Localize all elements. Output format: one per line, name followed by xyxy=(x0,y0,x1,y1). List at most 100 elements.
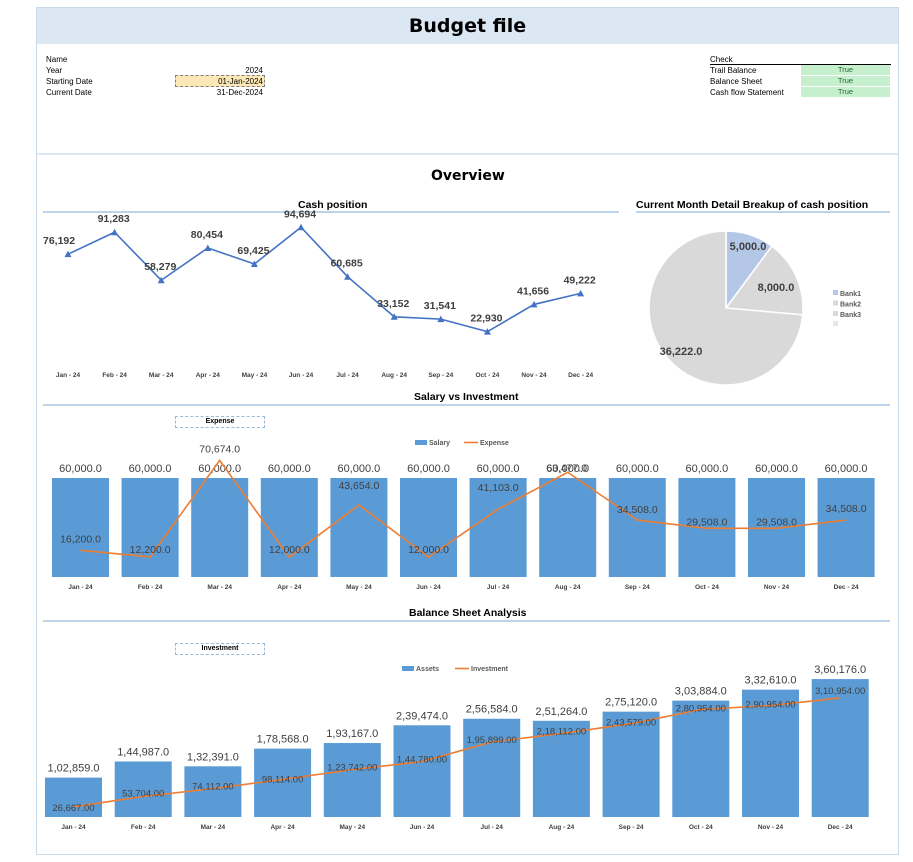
cash-position-data-label: 76,192 xyxy=(43,235,75,247)
balance-x-tick: Feb - 24 xyxy=(131,824,156,831)
cash-position-data-label: 33,152 xyxy=(377,298,409,310)
balance-x-tick: Jan - 24 xyxy=(61,824,86,831)
salary-x-tick: Aug - 24 xyxy=(555,584,581,591)
balance-sheet-title: Balance Sheet Analysis xyxy=(409,607,527,619)
balance-bar-label: 1,02,859.0 xyxy=(48,763,100,775)
balance-bar xyxy=(393,725,451,817)
info-label-name: Name xyxy=(46,55,68,64)
cash-position-x-tick: Mar - 24 xyxy=(149,372,174,379)
salary-bar-label: 60,000.0 xyxy=(407,463,450,475)
dashboard-frame xyxy=(36,7,899,855)
expense-filter-button[interactable]: Expense xyxy=(175,416,265,428)
cash-position-line xyxy=(67,226,581,333)
cash-position-data-label: 91,283 xyxy=(98,213,130,225)
balance-line-label: 98,114.00 xyxy=(262,774,304,785)
cash-position-point xyxy=(250,260,258,268)
balance-bar xyxy=(45,777,102,817)
starting-date-cell[interactable] xyxy=(175,75,265,87)
pie-legend-label: Bank2 xyxy=(840,302,861,309)
cash-position-point xyxy=(64,250,72,258)
cash-position-data-label: 22,930 xyxy=(470,313,502,325)
salary-line-label: 29,508.0 xyxy=(686,516,727,528)
balance-bar xyxy=(323,743,381,817)
salary-bar-label: 60,000.0 xyxy=(198,463,241,475)
balance-x-tick: Mar - 24 xyxy=(201,824,226,831)
cash-position-point xyxy=(204,244,212,251)
balance-line-label: 2,43,579.00 xyxy=(606,718,656,729)
overview-title: Overview xyxy=(431,168,505,184)
cash-position-x-tick: Dec - 24 xyxy=(568,372,593,379)
salary-bar-label: 60,000.0 xyxy=(268,463,311,475)
balance-bar xyxy=(672,700,730,817)
check-value-trail-balance[interactable]: True xyxy=(801,65,890,75)
check-label-trail-balance: Trail Balance xyxy=(710,66,757,75)
balance-line-label: 74,112.00 xyxy=(192,782,234,793)
cash-position-x-tick: Feb - 24 xyxy=(102,372,127,379)
balance-bar xyxy=(114,761,172,817)
cash-position-point xyxy=(577,289,585,297)
salary-bar-label: 60,000.0 xyxy=(825,463,868,475)
pie-legend-swatch xyxy=(833,290,838,295)
balance-bar xyxy=(463,718,521,817)
balance-bar-label: 3,03,884.0 xyxy=(675,686,727,698)
salary-x-tick: Feb - 24 xyxy=(138,584,163,591)
check-value-cash-flow[interactable]: True xyxy=(801,87,890,97)
cash-position-data-label: 69,425 xyxy=(237,245,269,257)
cash-position-data-label: 31,541 xyxy=(424,300,456,312)
balance-x-tick: Apr - 24 xyxy=(270,824,295,831)
salary-bar-label: 60,000.0 xyxy=(129,463,172,475)
salary-bar-label: 60,000.0 xyxy=(337,463,380,475)
salary-bar-label: 60,000.0 xyxy=(59,463,102,475)
salary-x-tick: Apr - 24 xyxy=(277,584,302,591)
balance-bar-label: 3,60,176.0 xyxy=(814,664,866,676)
investment-filter-button[interactable]: Investment xyxy=(175,643,265,655)
current-date-value[interactable]: 31-Dec-2024 xyxy=(216,88,263,97)
cash-position-x-tick: Apr - 24 xyxy=(196,372,221,379)
pie-legend-swatch xyxy=(833,311,838,316)
balance-x-tick: Jun - 24 xyxy=(410,824,435,831)
salary-title-rule xyxy=(43,404,890,406)
cash-position-title-rule xyxy=(43,211,619,213)
balance-x-tick: Oct - 24 xyxy=(689,824,713,831)
cash-position-point xyxy=(111,228,119,236)
salary-x-tick: Jun - 24 xyxy=(416,584,441,591)
balance-bar-label: 1,93,167.0 xyxy=(326,728,378,740)
salary-line-label: 16,200.0 xyxy=(60,533,101,545)
balance-line-label: 3,10,954.00 xyxy=(815,686,865,697)
cash-position-data-label: 41,656 xyxy=(517,285,549,297)
salary-bar xyxy=(469,478,527,577)
balance-x-tick: Aug - 24 xyxy=(549,824,575,831)
salary-legend-swatch-bar xyxy=(415,440,427,445)
balance-x-tick: May - 24 xyxy=(339,824,365,831)
salary-legend-label-line: Expense xyxy=(480,440,509,447)
salary-line-label: 12,000.0 xyxy=(408,544,449,556)
info-labels: Name Year Starting Date Current Date xyxy=(46,54,93,98)
salary-bar xyxy=(121,478,179,577)
balance-line-label: 53,704.00 xyxy=(122,788,164,799)
check-value-balance-sheet[interactable]: True xyxy=(801,76,890,86)
cash-position-point xyxy=(344,273,352,280)
salary-bar xyxy=(678,478,736,577)
pie-data-label: 36,222.0 xyxy=(660,346,703,358)
check-header: Check xyxy=(710,55,733,64)
salary-line-label: 43,654.0 xyxy=(338,480,379,492)
pie-title-rule xyxy=(636,211,890,213)
cash-position-x-tick: Jan - 24 xyxy=(56,372,81,379)
info-label-starting-date: Starting Date xyxy=(46,77,93,86)
pie-chart-title: Current Month Detail Breakup of cash pos… xyxy=(636,199,869,211)
salary-bar-label: 60,000.0 xyxy=(477,463,520,475)
balance-bar-label: 2,51,264.0 xyxy=(535,706,587,718)
salary-bar xyxy=(400,478,457,577)
year-value[interactable]: 2024 xyxy=(245,66,263,75)
salary-line-label: 29,508.0 xyxy=(756,516,797,528)
starting-date-value[interactable]: 01-Jan-2024 xyxy=(218,77,263,86)
balance-bar xyxy=(532,720,590,817)
pie-slice-bank2 xyxy=(724,245,804,316)
salary-line-label: 12,000.0 xyxy=(269,544,310,556)
check-label-balance-sheet: Balance Sheet xyxy=(710,77,763,86)
balance-legend-label-bar: Assets xyxy=(416,666,439,673)
balance-legend-swatch-bar xyxy=(402,666,414,671)
salary-bar xyxy=(260,478,318,577)
balance-line-label: 26,667.00 xyxy=(52,803,94,814)
salary-line-label: 12,200.0 xyxy=(130,544,171,556)
